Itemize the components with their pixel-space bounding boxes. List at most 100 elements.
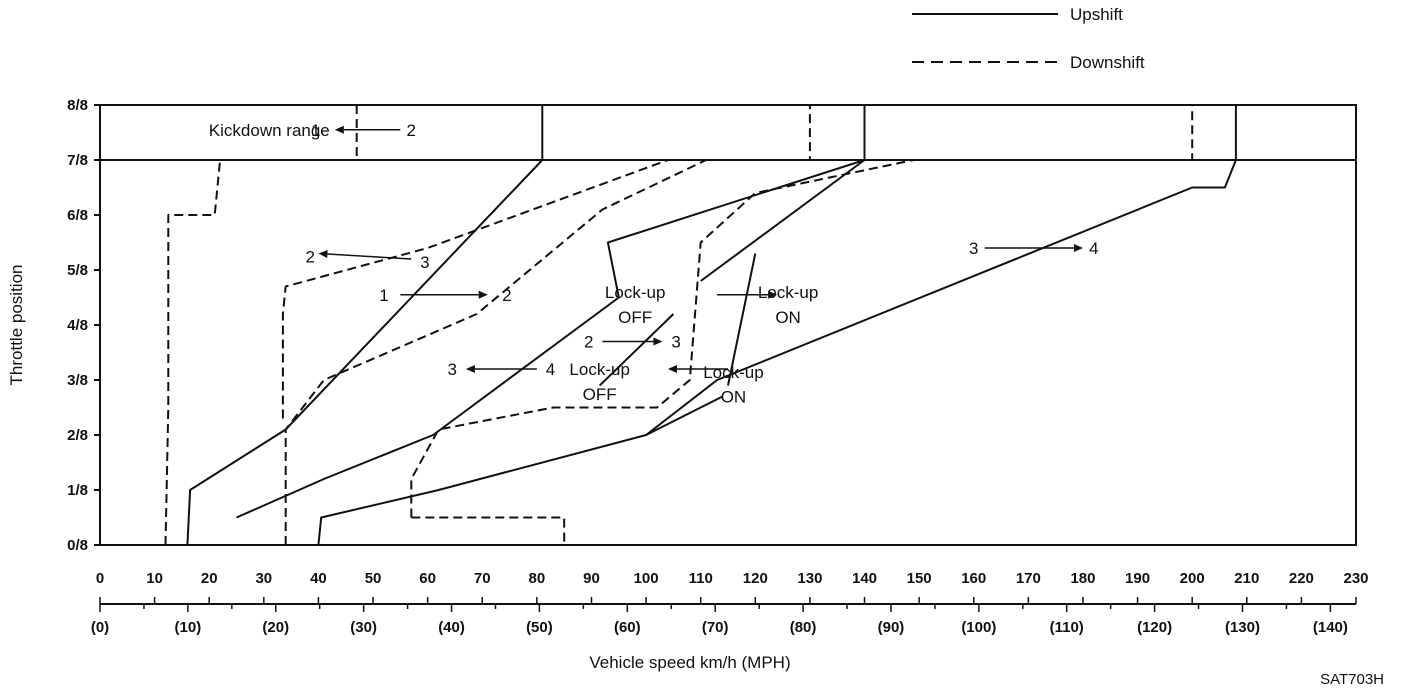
upshift-line xyxy=(645,395,723,436)
figure-code: SAT703H xyxy=(1320,671,1384,688)
x-tick-label-kmh: 110 xyxy=(689,570,713,587)
x-tick-label-kmh: 220 xyxy=(1289,570,1314,587)
x-tick-label-mph: (110) xyxy=(1050,619,1084,636)
plot-frame xyxy=(99,104,1357,546)
upshift-line xyxy=(700,159,866,282)
y-tick-label: 7/8 xyxy=(67,152,88,169)
x-tick-label-mph: (10) xyxy=(175,619,202,636)
x-tick-label-kmh: 170 xyxy=(1016,570,1041,587)
x-tick-label-kmh: 80 xyxy=(529,570,546,587)
chart-annotation: ON xyxy=(775,308,801,327)
downshift-line xyxy=(281,105,811,419)
chart-annotation: 2 xyxy=(502,286,511,305)
shift-arrow xyxy=(400,290,488,299)
y-tick-label: 0/8 xyxy=(67,537,88,554)
chart-annotation: Lock-up xyxy=(605,283,665,302)
x-tick-label-kmh: 90 xyxy=(583,570,600,587)
chart-annotation: OFF xyxy=(618,308,652,327)
x-tick-label-mph: (20) xyxy=(262,619,289,636)
x-tick-label-kmh: 200 xyxy=(1180,570,1205,587)
legend-downshift-label: Downshift xyxy=(1070,53,1145,72)
chart-annotation: ON xyxy=(721,388,747,407)
shift-arrow xyxy=(717,290,778,299)
legend: Upshift Downshift xyxy=(912,5,1145,72)
y-axis: 0/8 1/8 2/8 3/8 4/8 5/8 6/8 7/8 8/8 xyxy=(67,97,100,554)
x-tick-label-kmh: 10 xyxy=(146,570,163,587)
downshift-line xyxy=(284,159,707,545)
legend-upshift-label: Upshift xyxy=(1070,5,1123,24)
chart-annotation: Lock-up xyxy=(569,360,629,379)
x-tick-label-kmh: 210 xyxy=(1234,570,1259,587)
x-tick-label-mph: (100) xyxy=(961,619,996,636)
chart-annotation: OFF xyxy=(583,385,617,404)
y-tick-label: 3/8 xyxy=(67,372,88,389)
x-tick-label-mph: (80) xyxy=(790,619,817,636)
x-tick-label-kmh: 20 xyxy=(201,570,218,587)
x-tick-label-kmh: 60 xyxy=(419,570,436,587)
shift-arrow xyxy=(318,250,412,260)
chart-annotation: 3 xyxy=(420,253,429,272)
x-tick-label-mph: (60) xyxy=(614,619,641,636)
x-tick-label-mph: (0) xyxy=(91,619,109,636)
downshift-line xyxy=(411,516,566,545)
x-tick-label-kmh: 140 xyxy=(852,570,877,587)
x-tick-label-mph: (40) xyxy=(438,619,465,636)
y-tick-label: 1/8 xyxy=(67,482,88,499)
chart-annotation: 2 xyxy=(306,247,315,266)
x-tick-label-kmh: 40 xyxy=(310,570,327,587)
shift-arrow xyxy=(602,337,663,346)
chart-annotation: 4 xyxy=(1089,239,1098,258)
chart-annotation: 2 xyxy=(407,121,416,140)
chart-annotation: Lock-up xyxy=(758,283,818,302)
y-tick-label: 8/8 xyxy=(67,97,88,114)
series-layer xyxy=(100,105,1237,546)
chart-annotation: Lock-up xyxy=(703,363,763,382)
chart-annotation: 3 xyxy=(969,239,978,258)
shift-arrow xyxy=(334,125,401,134)
x-tick-label-kmh: 120 xyxy=(743,570,768,587)
upshift-line xyxy=(236,105,866,519)
x-tick-label-kmh: 230 xyxy=(1343,570,1368,587)
x-tick-label-kmh: 130 xyxy=(797,570,822,587)
x-tick-label-kmh: 180 xyxy=(1070,570,1095,587)
chart-annotation: 2 xyxy=(584,333,593,352)
x-tick-label-kmh: 160 xyxy=(961,570,986,587)
chart-annotation: 3 xyxy=(447,360,456,379)
x-tick-label-mph: (90) xyxy=(878,619,905,636)
x-tick-label-kmh: 50 xyxy=(365,570,382,587)
x-tick-label-mph: (70) xyxy=(702,619,729,636)
chart-annotation: 1 xyxy=(379,286,388,305)
shift-arrow xyxy=(667,365,728,373)
downshift-line xyxy=(410,105,1194,518)
chart-annotation: 4 xyxy=(546,360,555,379)
upshift-line xyxy=(186,105,544,546)
x-tick-label-kmh: 150 xyxy=(907,570,932,587)
x-tick-label-kmh: 70 xyxy=(474,570,491,587)
shift-arrow xyxy=(984,244,1083,252)
chart-annotation: 3 xyxy=(671,333,680,352)
downshift-line xyxy=(100,105,358,161)
y-tick-label: 6/8 xyxy=(67,207,88,224)
upshift-line xyxy=(599,313,675,387)
x-tick-label-mph: (120) xyxy=(1137,619,1172,636)
x-tick-label-kmh: 30 xyxy=(255,570,272,587)
x-tick-label-kmh: 0 xyxy=(96,570,104,587)
y-tick-label: 2/8 xyxy=(67,427,88,444)
x-tick-label-kmh: 100 xyxy=(634,570,659,587)
chart-annotation: Kickdown range xyxy=(209,121,330,140)
x-axis-title: Vehicle speed km/h (MPH) xyxy=(589,653,790,672)
y-axis-title: Throttle position xyxy=(7,265,26,386)
x-axis: 0 10 20 30 40 50 60 70 80 90 100 110 120 130 140 150 160… xyxy=(91,570,1369,636)
downshift-line xyxy=(164,159,357,546)
x-tick-label-mph: (140) xyxy=(1313,619,1348,636)
upshift-line xyxy=(727,253,757,386)
y-tick-label: 4/8 xyxy=(67,317,88,334)
upshift-line xyxy=(317,105,1237,546)
x-tick-label-mph: (50) xyxy=(526,619,553,636)
arrow-layer xyxy=(318,125,1083,373)
x-tick-label-mph: (30) xyxy=(350,619,377,636)
x-tick-label-mph: (130) xyxy=(1225,619,1260,636)
shift-arrow xyxy=(465,365,537,373)
